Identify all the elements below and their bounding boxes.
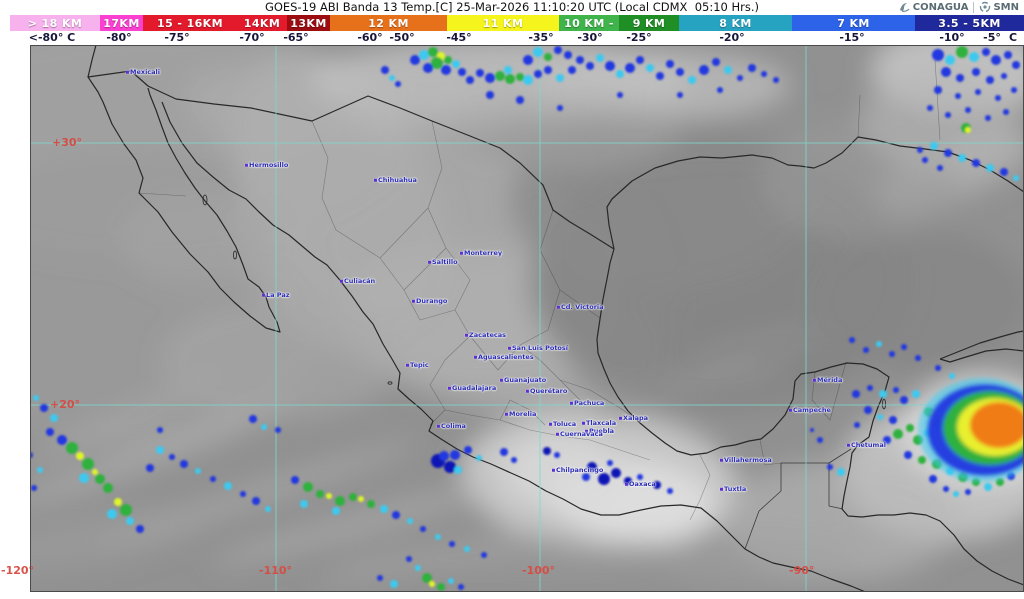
temp-scale: <-80° C -80° -75° -70° -65° -60° -50° -45° -35° -… (0, 31, 1024, 45)
temp-tick-label: -25° (626, 31, 652, 44)
temp-tick-label: -60° (357, 31, 383, 44)
smn-logo: SMN (979, 1, 1019, 13)
colorbar-segment: 9 KM (619, 15, 679, 31)
coordinate-label: +20° (50, 398, 81, 411)
colorbar-segment: 13KM (287, 15, 330, 31)
smn-label: SMN (993, 1, 1019, 13)
temp-tick-label: -30° (577, 31, 603, 44)
smn-cyclone-icon (980, 1, 991, 13)
colorbar-segment: 12 KM (330, 15, 447, 31)
colorbar-segment: 3.5 - 5KM (915, 15, 1024, 31)
temp-tick-label: -50° (389, 31, 415, 44)
coordinate-label: -90° (789, 564, 815, 577)
colorbar-segment: 10 KM - (559, 15, 619, 31)
conagua-water-icon (899, 3, 910, 12)
colorbar-segment: 15 - 16KM (143, 15, 237, 31)
logo-separator (973, 1, 975, 13)
temp-tick-label: -70° (239, 31, 265, 44)
colorbar-segment: 14KM (237, 15, 287, 31)
gridlines (30, 45, 1024, 592)
temp-tick-label: -65° (283, 31, 309, 44)
colorbar-segment: 17KM (100, 15, 143, 31)
convective-cells-layer (30, 46, 1020, 591)
conagua-logo: CONAGUA (898, 1, 969, 13)
colorbar-segment: > 18 KM (10, 15, 100, 31)
colorbar-segment: 8 KM (679, 15, 792, 31)
coordinate-label: -110° (259, 564, 293, 577)
logo-bar: CONAGUA SMN (895, 1, 1021, 13)
gray-cloud-layer (30, 45, 1024, 590)
temp-tick-label: -45° (446, 31, 472, 44)
temp-tick-label: -5° (983, 31, 1001, 44)
temp-tick-label: -20° (719, 31, 745, 44)
temp-tick-label: -80° (106, 31, 132, 44)
temp-tick-label: -75° (164, 31, 190, 44)
temp-tick-label: -10° (939, 31, 965, 44)
colorbar-segment: 11 KM (447, 15, 559, 31)
conagua-label: CONAGUA (912, 1, 969, 13)
temp-tick-label: -35° (528, 31, 554, 44)
colorbar: > 18 KM 17KM 15 - 16KM 14KM 13KM 12 KM 11 KM 10… (10, 15, 1024, 31)
coordinate-label: -120° (1, 564, 35, 577)
temp-tick-label: <-80° C (28, 31, 76, 44)
satellite-image (30, 45, 1024, 592)
temp-tick-label: -15° (839, 31, 865, 44)
caribbean-storm (918, 378, 1024, 482)
colorbar-segment: 7 KM (792, 15, 915, 31)
temp-tick-label: C (1008, 31, 1018, 44)
coordinate-label: +30° (52, 136, 83, 149)
coordinate-label: -100° (522, 564, 556, 577)
page-title: GOES-19 ABI Banda 13 Temp.[C] 25-Mar-202… (264, 0, 760, 14)
